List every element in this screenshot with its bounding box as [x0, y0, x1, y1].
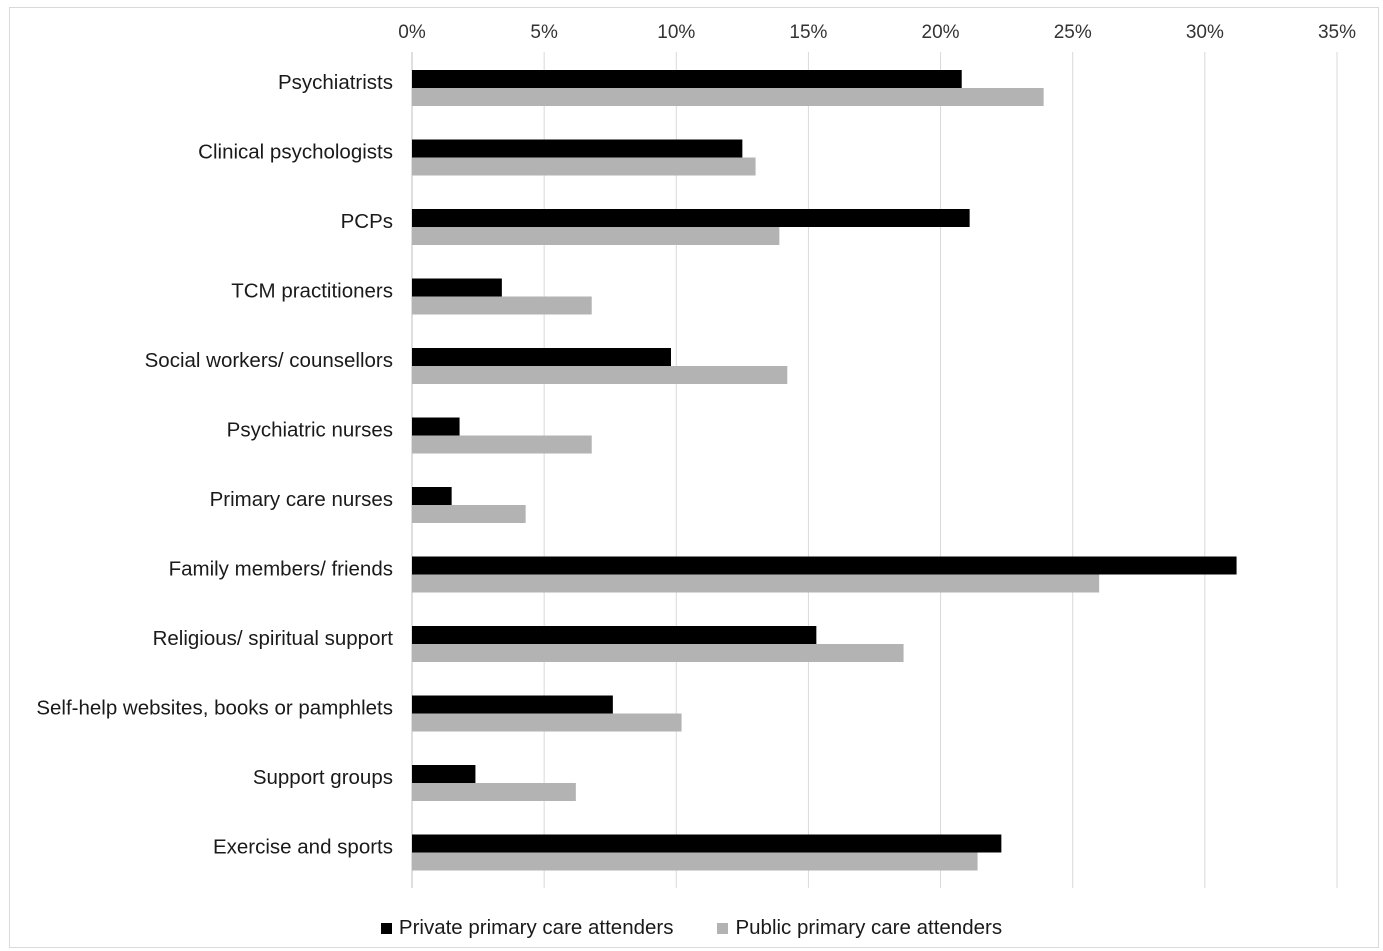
- bar-public: [412, 436, 592, 454]
- x-tick-label: 25%: [1054, 22, 1092, 43]
- legend-label-public: Public primary care attenders: [735, 916, 1002, 940]
- bar-public: [412, 505, 526, 523]
- category-label: Exercise and sports: [213, 836, 393, 859]
- bar-private: [412, 209, 970, 227]
- bar-private: [412, 835, 1001, 853]
- legend: Private primary care attenders Public pr…: [0, 912, 1383, 944]
- bar-private: [412, 279, 502, 297]
- bar-private: [412, 140, 742, 158]
- bar-private: [412, 487, 452, 505]
- category-label: Social workers/ counsellors: [145, 349, 393, 372]
- category-label: Primary care nurses: [210, 488, 393, 511]
- category-label: Clinical psychologists: [198, 141, 393, 164]
- x-tick-label: 35%: [1318, 22, 1356, 43]
- bar-private: [412, 557, 1237, 575]
- legend-swatch-public: [717, 923, 728, 934]
- bar-public: [412, 644, 904, 662]
- category-label: Religious/ spiritual support: [153, 627, 394, 650]
- category-label: Support groups: [253, 766, 393, 789]
- category-labels: Psychiatrists Clinical psychologists PCPs T…: [36, 71, 393, 859]
- x-tick-label: 30%: [1186, 22, 1224, 43]
- bar-public: [412, 88, 1044, 106]
- legend-label-private: Private primary care attenders: [399, 916, 674, 940]
- x-axis-ticks: 0% 5% 10% 15% 20% 25% 30% 35%: [398, 22, 1356, 43]
- legend-item-private: Private primary care attenders: [381, 916, 674, 940]
- bar-public: [412, 853, 978, 871]
- category-label: Psychiatrists: [278, 71, 393, 94]
- bar-public: [412, 297, 592, 315]
- x-tick-label: 20%: [922, 22, 960, 43]
- bar-public: [412, 158, 756, 176]
- bar-private: [412, 626, 816, 644]
- category-label: Psychiatric nurses: [227, 419, 393, 442]
- gridlines: [412, 52, 1337, 888]
- bar-private: [412, 348, 671, 366]
- bar-public: [412, 227, 779, 245]
- category-label: Self-help websites, books or pamphlets: [36, 697, 393, 720]
- bar-public: [412, 783, 576, 801]
- category-label: PCPs: [341, 210, 393, 233]
- legend-swatch-private: [381, 923, 392, 934]
- bar-private: [412, 418, 460, 436]
- bar-private: [412, 765, 475, 783]
- x-tick-label: 0%: [398, 22, 426, 43]
- x-tick-label: 10%: [657, 22, 695, 43]
- category-label: Family members/ friends: [169, 558, 393, 581]
- x-tick-label: 5%: [530, 22, 558, 43]
- bars: [412, 70, 1237, 871]
- legend-item-public: Public primary care attenders: [717, 916, 1002, 940]
- bar-public: [412, 575, 1099, 593]
- bar-private: [412, 70, 962, 88]
- x-tick-label: 15%: [789, 22, 827, 43]
- category-label: TCM practitioners: [231, 280, 393, 303]
- bar-public: [412, 366, 787, 384]
- bar-private: [412, 696, 613, 714]
- bar-public: [412, 714, 682, 732]
- bar-chart: 0% 5% 10% 15% 20% 25% 30% 35% Psychiatrists Clin…: [0, 0, 1383, 910]
